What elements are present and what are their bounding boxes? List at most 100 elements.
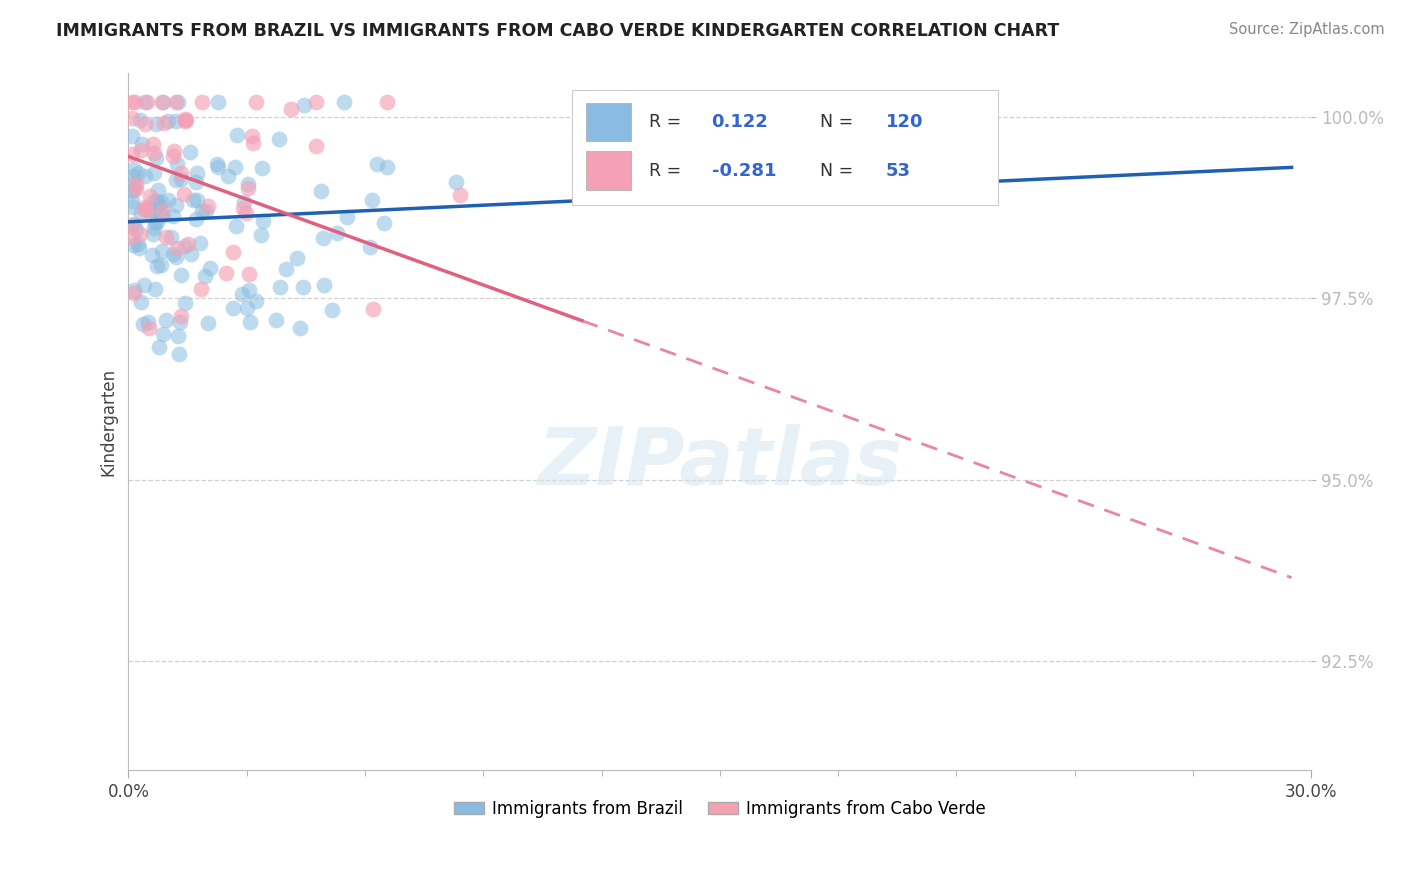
Text: 53: 53	[886, 161, 911, 179]
Point	[240, 129, 263, 144]
Point	[142, 145, 165, 160]
Point	[280, 102, 302, 116]
Point	[197, 316, 219, 330]
Point	[166, 241, 188, 255]
Point	[170, 166, 193, 180]
FancyBboxPatch shape	[572, 90, 998, 205]
Point	[325, 226, 347, 240]
Point	[309, 184, 332, 198]
Point	[145, 117, 167, 131]
Point	[169, 314, 191, 328]
Point	[238, 268, 260, 282]
Point	[176, 236, 198, 251]
Point	[180, 246, 202, 260]
Point	[222, 244, 245, 259]
Point	[134, 202, 156, 217]
Point	[205, 156, 228, 170]
Point	[252, 214, 274, 228]
Point	[162, 247, 184, 261]
Point	[174, 112, 197, 126]
Point	[207, 95, 229, 109]
Point	[135, 202, 157, 217]
Point	[373, 216, 395, 230]
Point	[245, 95, 267, 109]
Point	[150, 244, 173, 258]
Point	[190, 282, 212, 296]
Point	[359, 240, 381, 254]
Point	[134, 169, 156, 184]
Point	[186, 212, 208, 227]
Text: -0.281: -0.281	[711, 161, 776, 179]
Point	[361, 193, 384, 207]
Point	[305, 138, 328, 153]
Point	[288, 321, 311, 335]
Point	[129, 205, 152, 219]
Point	[143, 221, 166, 235]
Point	[152, 209, 174, 223]
Point	[169, 346, 191, 360]
Point	[236, 181, 259, 195]
Point	[170, 172, 193, 186]
Point	[165, 250, 187, 264]
Point	[165, 198, 187, 212]
Point	[156, 113, 179, 128]
Point	[236, 301, 259, 315]
Point	[165, 173, 187, 187]
Point	[149, 208, 172, 222]
Point	[312, 231, 335, 245]
Point	[122, 286, 145, 301]
Point	[139, 189, 162, 203]
Point	[124, 95, 146, 109]
Point	[127, 237, 149, 252]
Point	[125, 223, 148, 237]
Point	[134, 117, 156, 131]
Point	[222, 301, 245, 315]
Text: N =: N =	[820, 161, 853, 179]
Point	[162, 149, 184, 163]
Point	[131, 295, 153, 310]
Point	[363, 302, 385, 317]
Point	[191, 95, 214, 109]
Text: IMMIGRANTS FROM BRAZIL VS IMMIGRANTS FROM CABO VERDE KINDERGARTEN CORRELATION CH: IMMIGRANTS FROM BRAZIL VS IMMIGRANTS FRO…	[56, 22, 1060, 40]
Text: Source: ZipAtlas.com: Source: ZipAtlas.com	[1229, 22, 1385, 37]
Point	[138, 202, 160, 216]
Point	[121, 218, 143, 232]
Point	[689, 95, 711, 109]
Text: ZIPatlas: ZIPatlas	[537, 425, 903, 502]
Point	[155, 313, 177, 327]
Point	[173, 186, 195, 201]
Point	[170, 310, 193, 324]
Point	[269, 280, 291, 294]
Point	[252, 161, 274, 175]
Point	[336, 211, 359, 225]
Point	[191, 203, 214, 218]
Point	[170, 268, 193, 282]
Point	[444, 175, 467, 189]
Point	[267, 132, 290, 146]
Point	[197, 199, 219, 213]
Point	[159, 230, 181, 244]
Point	[138, 320, 160, 334]
Point	[292, 280, 315, 294]
Point	[232, 201, 254, 215]
Point	[333, 95, 356, 109]
Point	[173, 239, 195, 253]
Point	[132, 317, 155, 331]
Point	[150, 204, 173, 219]
Point	[186, 193, 208, 207]
Point	[231, 286, 253, 301]
Point	[174, 112, 197, 127]
Point	[146, 183, 169, 197]
Point	[166, 329, 188, 343]
Point	[121, 129, 143, 144]
Legend: Immigrants from Brazil, Immigrants from Cabo Verde: Immigrants from Brazil, Immigrants from …	[447, 793, 993, 824]
Point	[139, 205, 162, 219]
Point	[162, 209, 184, 223]
Point	[145, 151, 167, 165]
Point	[128, 241, 150, 255]
Point	[166, 157, 188, 171]
Point	[377, 95, 399, 109]
Point	[287, 252, 309, 266]
Point	[124, 182, 146, 196]
Point	[142, 227, 165, 242]
